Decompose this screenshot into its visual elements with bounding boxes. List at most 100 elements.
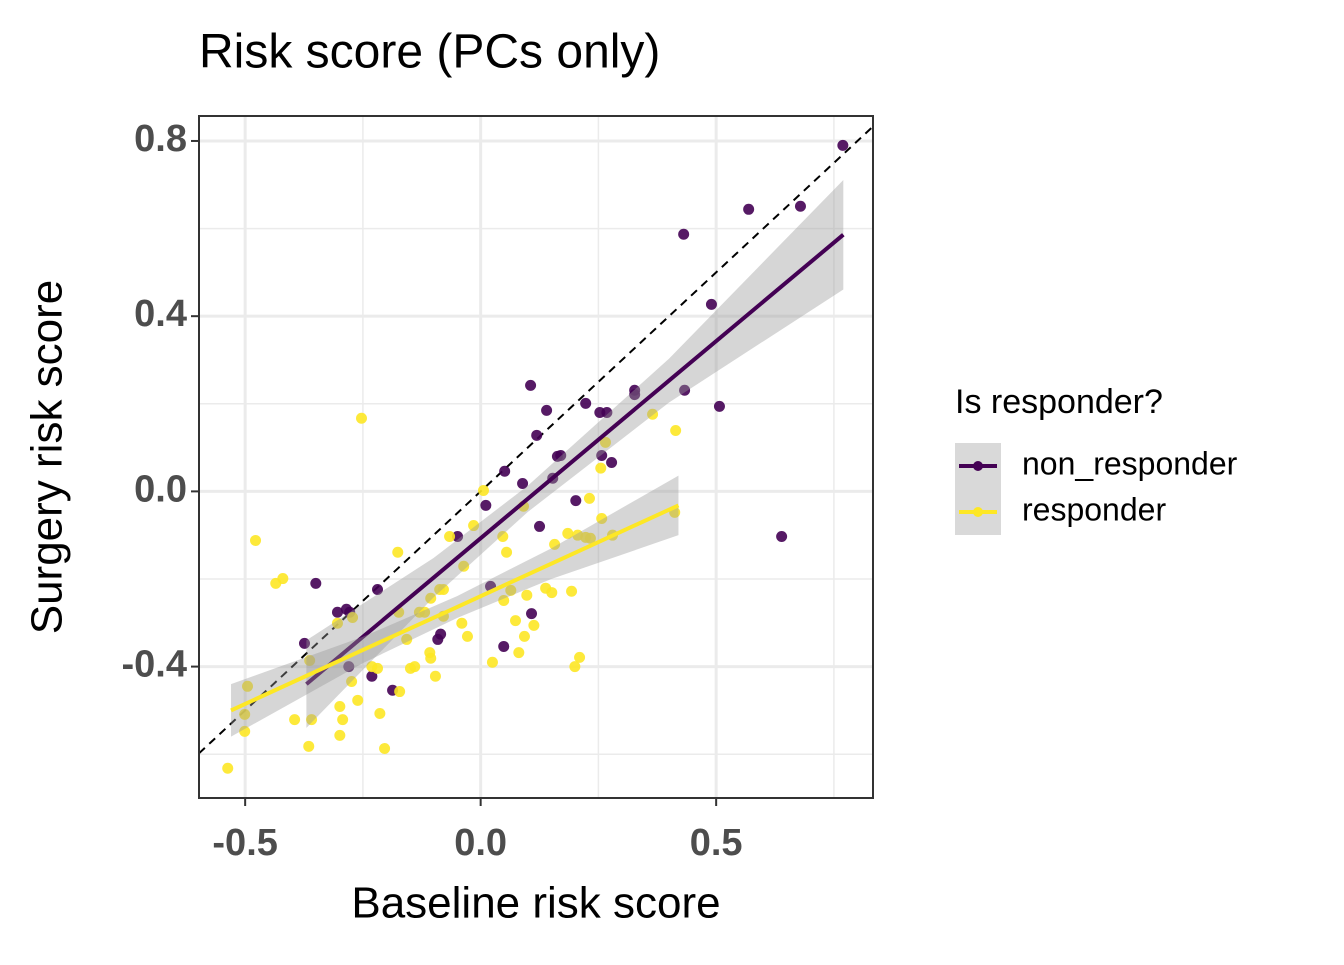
point <box>334 700 346 712</box>
point <box>452 531 464 543</box>
y-tick-label: -0.4 <box>122 644 187 686</box>
point <box>239 708 251 720</box>
point <box>596 513 608 525</box>
point <box>277 573 289 585</box>
panel-border <box>198 115 874 799</box>
point <box>518 630 530 642</box>
point <box>599 436 611 448</box>
point <box>534 520 546 532</box>
point <box>562 527 574 539</box>
point <box>513 647 525 659</box>
point <box>569 661 581 673</box>
point <box>794 200 806 212</box>
point <box>531 429 543 441</box>
point <box>299 637 311 649</box>
point <box>242 680 254 692</box>
point <box>425 652 437 664</box>
fit-line <box>230 503 680 713</box>
point <box>584 532 596 544</box>
point <box>510 615 522 627</box>
legend-label: non_responder <box>1022 445 1238 481</box>
point <box>331 606 343 618</box>
point <box>498 640 510 652</box>
point <box>555 449 567 461</box>
point <box>606 456 618 468</box>
y-axis-label: Surgery risk score <box>23 280 72 635</box>
point <box>480 499 492 511</box>
point <box>444 531 456 543</box>
y-tick-label: 0.0 <box>134 468 187 510</box>
point <box>583 492 595 504</box>
point <box>570 495 582 507</box>
point <box>580 397 592 409</box>
legend-dot <box>973 461 983 471</box>
point <box>461 630 473 642</box>
point <box>566 585 578 597</box>
point <box>394 686 406 698</box>
point <box>374 707 386 719</box>
point <box>595 462 607 474</box>
point <box>486 656 498 668</box>
point <box>776 531 788 543</box>
point <box>331 617 343 629</box>
point <box>306 714 318 726</box>
point <box>601 407 613 419</box>
fit-line <box>305 233 845 686</box>
point <box>837 139 849 151</box>
confidence-band <box>306 179 844 728</box>
point <box>372 662 384 674</box>
point <box>713 400 725 412</box>
point <box>222 762 234 774</box>
point <box>456 617 468 629</box>
point <box>501 546 513 558</box>
y-tick-label: 0.8 <box>134 118 187 160</box>
y-tick-label: 0.4 <box>134 293 187 335</box>
point <box>498 594 510 606</box>
point <box>678 228 690 240</box>
point <box>343 661 355 673</box>
point <box>525 379 537 391</box>
point <box>574 651 586 663</box>
point <box>499 465 511 477</box>
point <box>517 478 529 490</box>
point <box>310 577 322 589</box>
point <box>521 589 533 601</box>
point <box>304 654 316 666</box>
point <box>425 592 437 604</box>
point <box>458 560 470 572</box>
point <box>239 725 251 737</box>
point <box>352 694 364 706</box>
point <box>419 606 431 618</box>
point <box>549 538 561 550</box>
x-axis-label: Baseline risk score <box>351 879 720 928</box>
point <box>546 587 558 599</box>
point <box>392 546 404 558</box>
x-tick-label: -0.5 <box>212 822 277 864</box>
point <box>647 408 659 420</box>
point <box>409 661 421 673</box>
point <box>337 714 349 726</box>
point <box>629 389 641 401</box>
point <box>528 619 540 631</box>
point <box>355 412 367 424</box>
point <box>437 584 449 596</box>
point <box>670 424 682 436</box>
legend-label: responder <box>1022 491 1166 527</box>
legend-dot <box>973 507 983 517</box>
point <box>435 628 447 640</box>
point <box>347 612 359 624</box>
x-tick-label: 0.5 <box>690 822 743 864</box>
point <box>743 203 755 215</box>
point <box>505 584 517 596</box>
chart-title: Risk score (PCs only) <box>199 26 660 79</box>
point <box>596 449 608 461</box>
point <box>334 729 346 741</box>
point <box>366 670 378 682</box>
point <box>679 384 691 396</box>
point <box>705 298 717 310</box>
point <box>379 743 391 755</box>
point <box>477 485 489 497</box>
x-tick-label: 0.0 <box>454 822 507 864</box>
